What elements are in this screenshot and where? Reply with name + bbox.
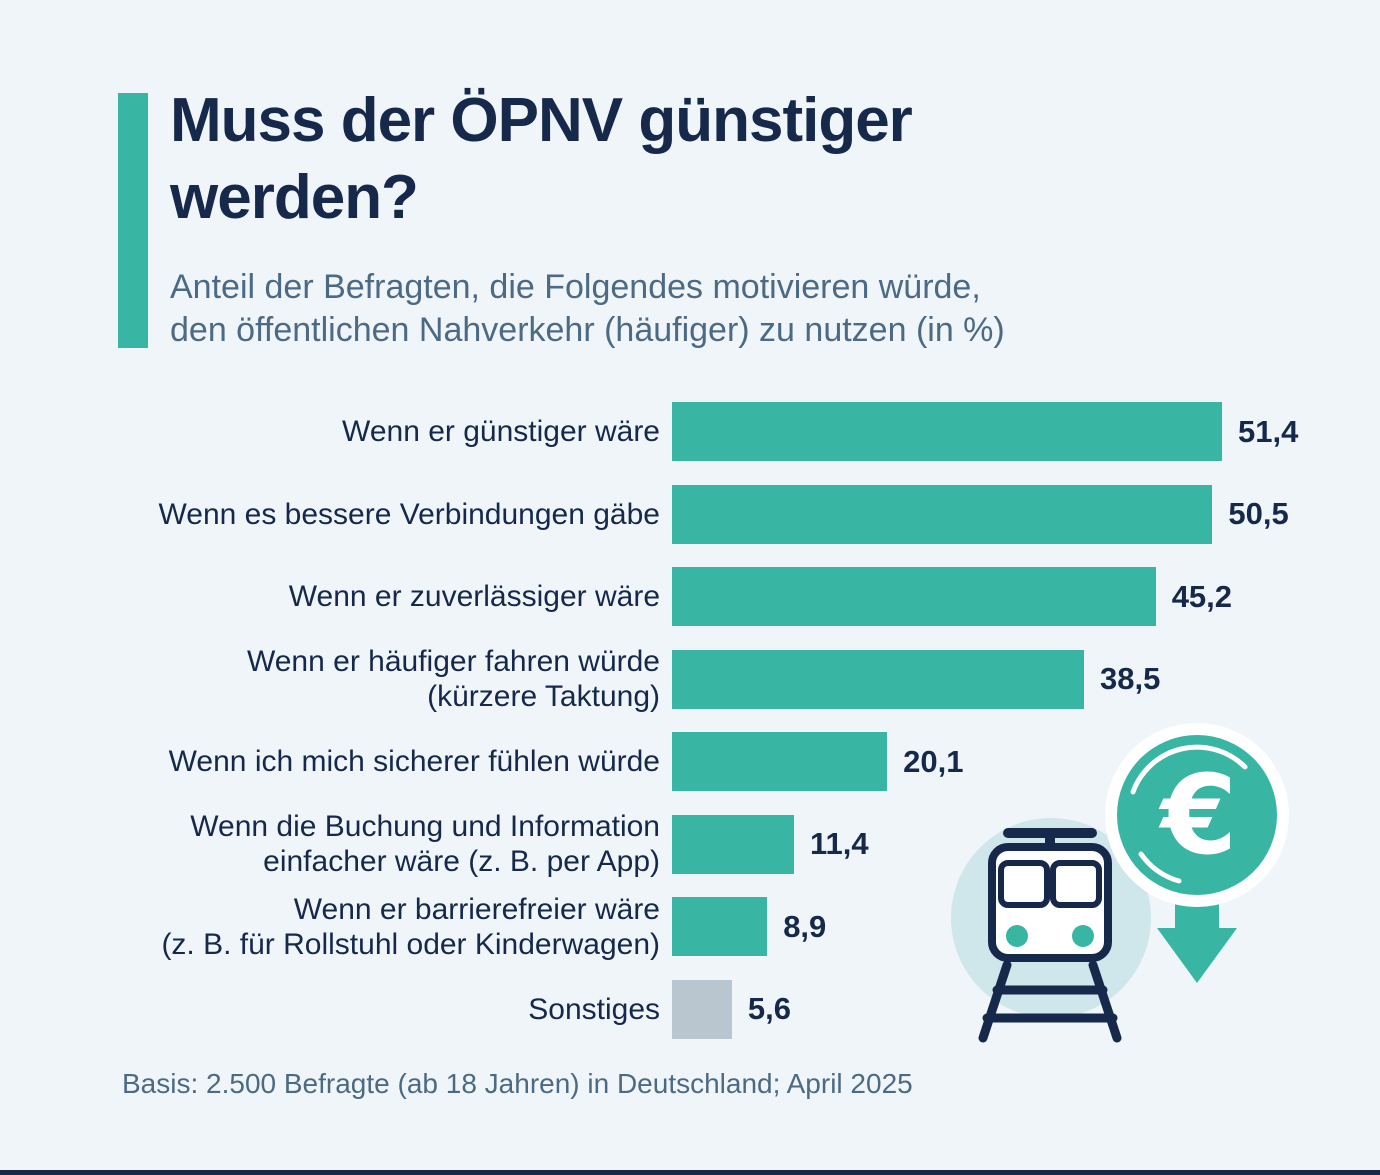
chart-row: Wenn er günstiger wäre 51,4 — [0, 402, 1380, 461]
basis-note: Basis: 2.500 Befragte (ab 18 Jahren) in … — [122, 1068, 913, 1099]
bar — [672, 484, 1213, 544]
chart-row: Wenn es bessere Verbindungen gäbe 50,5 — [0, 484, 1380, 544]
chart-row: Wenn er häufiger fahren würde (kürzere Ta… — [0, 645, 1380, 713]
chart-row: Sonstiges 5,6 — [0, 979, 1380, 1039]
bar-label: Wenn die Buchung und Information einfache… — [190, 810, 660, 878]
chart-row: Wenn er barrierefreier wäre (z. B. für Ro… — [0, 893, 1380, 961]
bar-chart: Wenn er günstiger wäre 51,4 Wenn es bess… — [0, 402, 1380, 1062]
page-subtitle: Anteil der Befragten, die Folgendes moti… — [170, 266, 1320, 352]
euro-coin-face — [1117, 735, 1277, 895]
bar-value: 11,4 — [810, 826, 869, 861]
bar — [672, 814, 794, 874]
bar-label: Wenn er barrierefreier wäre (z. B. für Ro… — [161, 892, 660, 961]
chart-row: Wenn er zuverlässiger wäre 45,2 — [0, 567, 1380, 626]
bar-label: Wenn er häufiger fahren würde (kürzere Ta… — [246, 645, 660, 713]
bar-label: Wenn ich mich sicherer fühlen würde — [168, 745, 660, 778]
bar-label: Wenn er zuverlässiger wäre — [288, 580, 660, 613]
transport-illustration: € — [951, 723, 1289, 1043]
euro-coin-icon: € — [1105, 723, 1289, 907]
train-window-left — [998, 860, 1050, 908]
euro-symbol: € — [1158, 751, 1238, 879]
page-subtitle-line-1: Anteil der Befragten, die Folgendes moti… — [170, 268, 981, 306]
bar-label: Wenn er günstiger wäre — [342, 415, 660, 448]
chart-row: Wenn ich mich sicherer fühlen würde 20,1 — [0, 732, 1380, 791]
train-headlight-right — [1072, 925, 1094, 947]
train-pantograph — [1003, 828, 1097, 838]
chart-row: Wenn die Buchung und Information einfache… — [0, 810, 1380, 878]
bottom-strip — [0, 1170, 1380, 1175]
train-window-right — [1050, 860, 1102, 908]
bar — [672, 567, 1156, 626]
page-title: Muss der ÖPNV günstiger werden? — [170, 82, 1130, 236]
train-pantograph-stem — [1045, 834, 1055, 850]
bar — [672, 649, 1084, 709]
bar — [672, 979, 732, 1039]
down-arrow-icon — [1157, 888, 1237, 983]
bar — [672, 732, 888, 791]
euro-coin-arc-bottom — [1138, 851, 1182, 884]
bar-value: 38,5 — [1100, 661, 1161, 696]
bar-label: Wenn es bessere Verbindungen gäbe — [158, 497, 661, 531]
bar-value: 50,5 — [1228, 496, 1289, 531]
bar-value: 51,4 — [1238, 413, 1299, 449]
bar-value: 5,6 — [747, 991, 791, 1026]
bar — [672, 897, 768, 956]
bar-value: 45,2 — [1171, 578, 1233, 614]
page-subtitle-line-2: den öffentlichen Nahverkehr (häufiger) z… — [170, 311, 1005, 349]
title-accent-bar — [118, 93, 148, 348]
bar — [672, 402, 1222, 461]
page-title-line-1: Muss der ÖPNV günstiger — [170, 86, 913, 155]
bar-label: Sonstiges — [528, 992, 660, 1026]
bar-value: 20,1 — [903, 743, 964, 779]
bar-value: 8,9 — [783, 908, 827, 944]
euro-coin-arc-top — [1130, 744, 1248, 795]
page-title-line-2: werden? — [170, 163, 419, 232]
train-rails — [978, 960, 1122, 1043]
train-headlight-left — [1006, 925, 1028, 947]
train-icon — [978, 828, 1122, 1043]
